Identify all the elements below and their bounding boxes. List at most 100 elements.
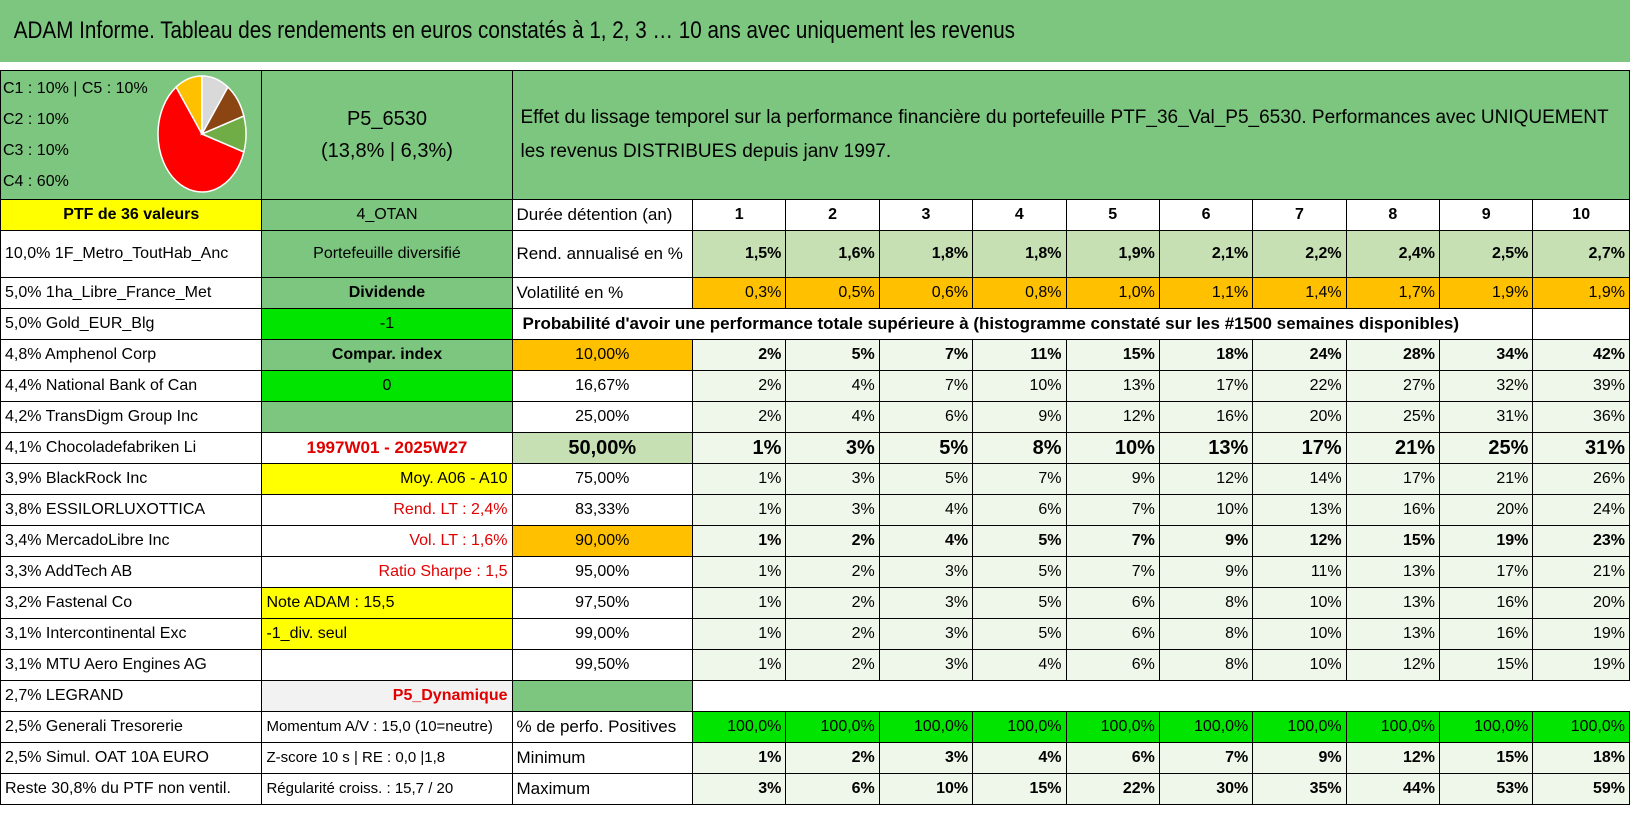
maximum-value: 59% bbox=[1532, 773, 1630, 805]
proba-value: 2% bbox=[785, 587, 880, 619]
proba-value: 3% bbox=[785, 463, 880, 495]
maximum-label: Maximum bbox=[511, 773, 694, 805]
maximum-value: 35% bbox=[1252, 773, 1347, 805]
proba-value: 31% bbox=[1532, 432, 1630, 464]
proba-value: 10% bbox=[972, 370, 1067, 402]
proba-value: 6% bbox=[972, 494, 1067, 526]
positives-value: 100,0% bbox=[1532, 711, 1630, 743]
proba-threshold: 50,00% bbox=[511, 432, 694, 464]
proba-value: 12% bbox=[1158, 463, 1254, 495]
proba-title: Probabilité d'avoir une performance tota… bbox=[511, 308, 1534, 340]
minimum-value: 18% bbox=[1532, 742, 1630, 774]
proba-value: 1% bbox=[692, 494, 787, 526]
minimum-value: 15% bbox=[1439, 742, 1534, 774]
proba-value: 7% bbox=[878, 370, 974, 402]
proba-threshold: 10,00% bbox=[511, 339, 694, 371]
proba-value: 15% bbox=[1065, 339, 1160, 371]
ptf-header: PTF de 36 valeurs bbox=[0, 199, 263, 231]
proba-value: 13% bbox=[1158, 432, 1254, 464]
rend-value: 2,1% bbox=[1158, 230, 1254, 278]
proba-value: 1% bbox=[692, 649, 787, 681]
proba-value: 23% bbox=[1532, 525, 1630, 557]
vol-label: Volatilité en % bbox=[511, 277, 694, 309]
proba-value: 21% bbox=[1345, 432, 1441, 464]
allocation-line: C3 : 10% bbox=[3, 142, 69, 159]
proba-value: 17% bbox=[1158, 370, 1254, 402]
positives-value: 100,0% bbox=[1065, 711, 1160, 743]
proba-threshold: 95,00% bbox=[511, 556, 694, 588]
info-moy: Moy. A06 - A10 bbox=[261, 463, 513, 495]
positives-value: 100,0% bbox=[1345, 711, 1441, 743]
holding-cell: 2,5% Simul. OAT 10A EURO bbox=[0, 742, 263, 774]
proba-threshold: 97,50% bbox=[511, 587, 694, 619]
minimum-value: 6% bbox=[1065, 742, 1160, 774]
proba-value: 2% bbox=[692, 370, 787, 402]
proba-value: 3% bbox=[785, 432, 880, 464]
pie-slice-c3 bbox=[200, 115, 247, 153]
proba-value: 21% bbox=[1532, 556, 1630, 588]
proba-value: 13% bbox=[1345, 556, 1441, 588]
minimum-label: Minimum bbox=[511, 742, 694, 774]
proba-value: 13% bbox=[1345, 618, 1441, 650]
minimum-value: 7% bbox=[1158, 742, 1254, 774]
proba-value: 20% bbox=[1439, 494, 1534, 526]
duree-header: Durée détention (an) bbox=[511, 199, 694, 231]
info-regularite: Régularité croiss. : 15,7 / 20 bbox=[261, 773, 513, 805]
proba-value: 9% bbox=[1065, 463, 1160, 495]
year-header: 1 bbox=[692, 199, 787, 231]
year-header: 10 bbox=[1532, 199, 1630, 231]
proba-value: 9% bbox=[1158, 525, 1254, 557]
minimum-value: 9% bbox=[1252, 742, 1347, 774]
proba-value: 5% bbox=[972, 556, 1067, 588]
proba-threshold: 75,00% bbox=[511, 463, 694, 495]
vol-value: 1,0% bbox=[1065, 277, 1160, 309]
proba-value: 11% bbox=[972, 339, 1067, 371]
proba-value: 4% bbox=[972, 649, 1067, 681]
maximum-value: 15% bbox=[972, 773, 1067, 805]
maximum-value: 10% bbox=[878, 773, 974, 805]
maximum-value: 6% bbox=[785, 773, 880, 805]
proba-value: 11% bbox=[1252, 556, 1347, 588]
holding-cell: 3,1% MTU Aero Engines AG bbox=[0, 649, 263, 681]
proba-value: 3% bbox=[878, 618, 974, 650]
vol-value: 1,4% bbox=[1252, 277, 1347, 309]
empty-cell bbox=[1532, 308, 1630, 340]
info-compar: Compar. index bbox=[261, 339, 513, 371]
proba-value: 9% bbox=[1158, 556, 1254, 588]
maximum-value: 53% bbox=[1439, 773, 1534, 805]
proba-value: 17% bbox=[1252, 432, 1347, 464]
info-empty bbox=[261, 401, 513, 433]
proba-value: 1% bbox=[692, 525, 787, 557]
proba-value: 19% bbox=[1532, 618, 1630, 650]
proba-value: 2% bbox=[785, 556, 880, 588]
proba-value: 13% bbox=[1065, 370, 1160, 402]
proba-value: 42% bbox=[1532, 339, 1630, 371]
info-momentum: Momentum A/V : 15,0 (10=neutre) bbox=[261, 711, 513, 743]
proba-value: 19% bbox=[1532, 649, 1630, 681]
description-cell: Effet du lissage temporel sur la perform… bbox=[511, 70, 1630, 200]
proba-value: 32% bbox=[1439, 370, 1534, 402]
year-header: 4 bbox=[972, 199, 1067, 231]
maximum-value: 3% bbox=[692, 773, 787, 805]
proba-value: 10% bbox=[1252, 618, 1347, 650]
proba-value: 6% bbox=[1065, 618, 1160, 650]
rend-value: 1,9% bbox=[1065, 230, 1160, 278]
proba-value: 4% bbox=[785, 370, 880, 402]
info-div-seul: -1_div. seul bbox=[261, 618, 513, 650]
holding-cell: 4,2% TransDigm Group Inc bbox=[0, 401, 263, 433]
holding-cell: 3,9% BlackRock Inc bbox=[0, 463, 263, 495]
positives-value: 100,0% bbox=[785, 711, 880, 743]
proba-threshold: 99,00% bbox=[511, 618, 694, 650]
info-diversifie: Portefeuille diversifié bbox=[261, 230, 513, 278]
holding-cell: 3,1% Intercontinental Exc bbox=[0, 618, 263, 650]
info-rend-lt: Rend. LT : 2,4% bbox=[261, 494, 513, 526]
info-dynamique: P5_Dynamique bbox=[261, 680, 513, 712]
proba-value: 36% bbox=[1532, 401, 1630, 433]
info-sharpe: Ratio Sharpe : 1,5 bbox=[261, 556, 513, 588]
proba-value: 7% bbox=[878, 339, 974, 371]
year-header: 5 bbox=[1065, 199, 1160, 231]
info-vol-lt: Vol. LT : 1,6% bbox=[261, 525, 513, 557]
proba-value: 26% bbox=[1532, 463, 1630, 495]
proba-value: 3% bbox=[785, 494, 880, 526]
proba-value: 1% bbox=[692, 587, 787, 619]
